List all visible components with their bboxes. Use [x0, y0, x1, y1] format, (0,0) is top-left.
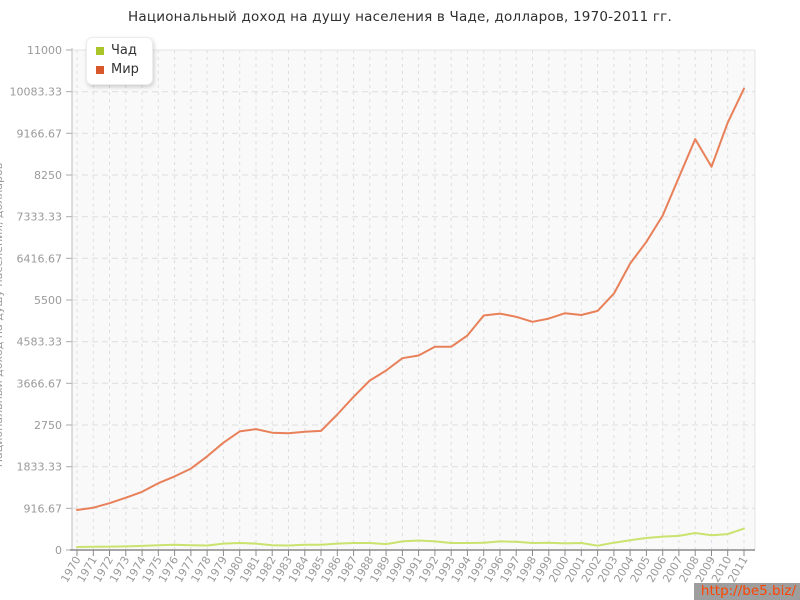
- legend-label-chad: Чад: [111, 43, 137, 58]
- watermark-link[interactable]: http://be5.biz/: [693, 583, 800, 600]
- svg-text:7333.33: 7333.33: [17, 211, 63, 224]
- legend-item-world[interactable]: Мир: [96, 62, 139, 78]
- svg-text:4583.33: 4583.33: [17, 336, 63, 349]
- legend-item-chad[interactable]: Чад: [96, 43, 139, 59]
- chart-legend: Чад Мир: [86, 37, 153, 85]
- svg-text:2750: 2750: [34, 419, 62, 432]
- svg-text:1833.33: 1833.33: [17, 461, 63, 474]
- chad-series-swatch-icon: [96, 47, 104, 55]
- svg-text:916.67: 916.67: [24, 502, 63, 515]
- legend-label-world: Мир: [111, 62, 139, 77]
- svg-text:3666.67: 3666.67: [17, 377, 63, 390]
- svg-text:6416.67: 6416.67: [17, 252, 63, 265]
- chart-title: Национальный доход на душу населения в Ч…: [128, 9, 672, 25]
- svg-text:Национальный доход на душу нас: Национальный доход на душу населения, до…: [0, 163, 5, 467]
- svg-text:0: 0: [55, 544, 62, 557]
- world-series-swatch-icon: [96, 66, 104, 74]
- svg-text:9166.67: 9166.67: [17, 127, 63, 140]
- svg-text:10083.33: 10083.33: [10, 86, 63, 99]
- svg-text:11000: 11000: [27, 44, 62, 57]
- svg-text:5500: 5500: [34, 294, 62, 307]
- svg-text:8250: 8250: [34, 169, 62, 182]
